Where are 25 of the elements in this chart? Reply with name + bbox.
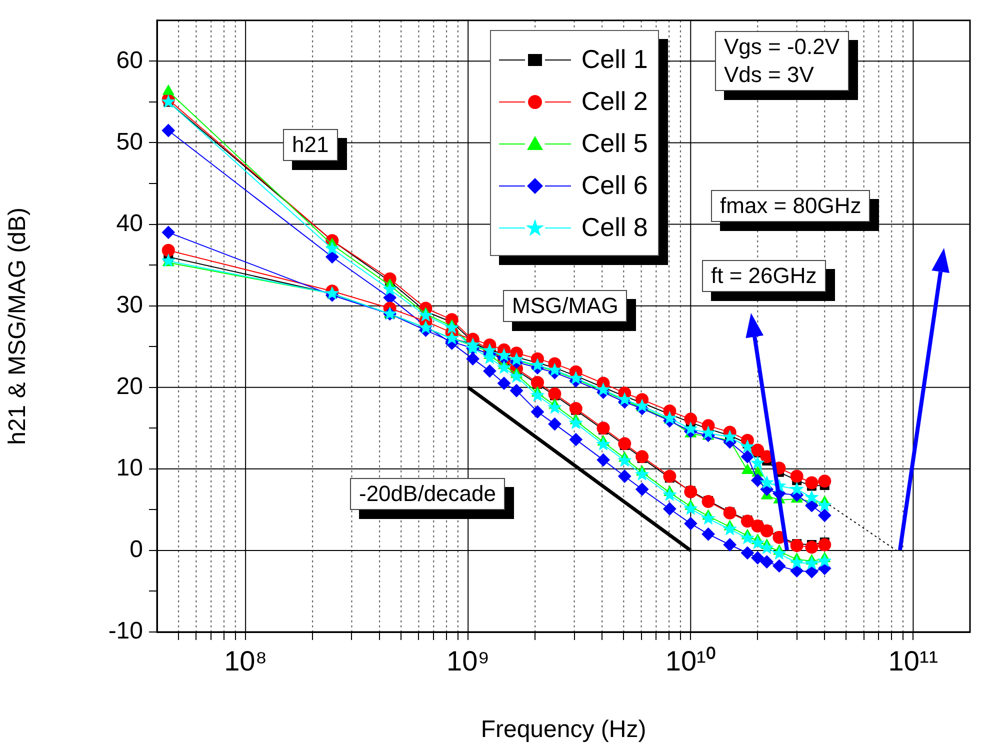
y-tick-label: 20	[116, 372, 143, 400]
annotation: MSG/MAG	[503, 290, 628, 322]
x-tick-label: 10¹⁰	[665, 646, 716, 677]
annotation: fmax = 80GHz	[711, 190, 870, 222]
y-tick-label: -10	[108, 618, 143, 645]
legend-label: Cell 6	[581, 170, 648, 202]
y-tick-label: 40	[116, 210, 143, 237]
annotation: -20dB/decade	[350, 478, 505, 510]
y-tick-label: 30	[116, 291, 143, 318]
y-tick-label: 10	[116, 454, 143, 482]
x-tick-label: 10⁸	[224, 646, 268, 677]
x-tick-label: 10¹¹	[888, 646, 938, 677]
legend-label: Cell 5	[581, 128, 648, 160]
annotation: Vgs = -0.2V Vds = 3V	[715, 31, 849, 91]
y-tick-label: 50	[116, 128, 143, 156]
x-axis-title: Frequency (Hz)	[480, 716, 646, 744]
legend-label: Cell 2	[581, 86, 648, 118]
annotation: h21	[283, 129, 338, 161]
annotation: ft = 26GHz	[702, 260, 826, 292]
x-tick-label: 10⁹	[446, 646, 490, 677]
y-tick-label: 60	[116, 46, 143, 74]
y-axis-title: h21 & MSG/MAG (dB)	[4, 207, 32, 445]
legend-label: Cell 1	[581, 44, 648, 76]
y-tick-label: 0	[130, 536, 143, 564]
legend-label: Cell 8	[581, 212, 648, 244]
